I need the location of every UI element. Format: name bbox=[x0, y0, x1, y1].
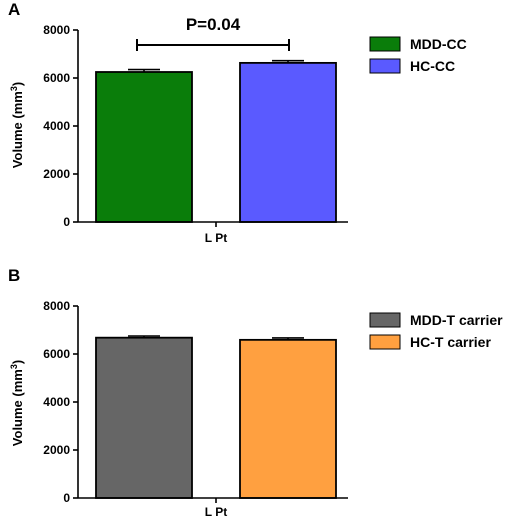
panel-b-y-tick-label: 8000 bbox=[43, 299, 70, 313]
panel-b-x-tick-label: L Pt bbox=[205, 505, 227, 519]
legend-label-hc-cc: HC-CC bbox=[410, 58, 455, 74]
panel-a-significance-bracket bbox=[136, 39, 290, 51]
legend-swatch-mdd-cc bbox=[369, 36, 401, 52]
panel-b-y-tick-label: 6000 bbox=[43, 347, 70, 361]
panel-a-y-axis-title: Volume (mm3) bbox=[9, 82, 25, 168]
panel-a-y-tick-label: 6000 bbox=[43, 71, 70, 85]
legend-label-hc-t-carrier: HC-T carrier bbox=[410, 334, 491, 350]
panel-b-y-tick-label: 2000 bbox=[43, 443, 70, 457]
panel-a-y-ticks: 0 2000 4000 6000 8000 bbox=[43, 23, 78, 229]
panel-a-legend: MDD-CC HC-CC bbox=[369, 36, 467, 74]
panel-b-y-tick-label: 4000 bbox=[43, 395, 70, 409]
legend-label-mdd-t-carrier: MDD-T carrier bbox=[410, 312, 503, 328]
legend-swatch-hc-t-carrier bbox=[369, 334, 401, 350]
panel-b-label: B bbox=[8, 266, 20, 285]
panel-a-x-tick-label: L Pt bbox=[205, 231, 227, 245]
legend-label-mdd-cc: MDD-CC bbox=[410, 36, 467, 52]
panel-a: A Volume (mm3) 0 2000 4000 6000 8000 L Pt P=… bbox=[8, 0, 467, 245]
error-bar-mdd-t-carrier bbox=[128, 335, 160, 338]
panel-a-y-tick-label: 8000 bbox=[43, 23, 70, 37]
bar-hc-cc bbox=[239, 61, 337, 223]
bar-mdd-t-carrier bbox=[95, 336, 193, 499]
legend-swatch-mdd-t-carrier bbox=[369, 312, 401, 328]
panel-a-p-value: P=0.04 bbox=[186, 15, 241, 34]
panel-b-legend: MDD-T carrier HC-T carrier bbox=[369, 312, 503, 350]
panel-a-y-tick-label: 2000 bbox=[43, 167, 70, 181]
error-bar-mdd-cc bbox=[128, 68, 160, 72]
legend-swatch-hc-cc bbox=[369, 58, 401, 74]
bar-hc-t-carrier bbox=[239, 338, 337, 499]
panel-a-y-tick-label: 4000 bbox=[43, 119, 70, 133]
panel-a-y-tick-label: 0 bbox=[63, 215, 70, 229]
panel-b-y-tick-label: 0 bbox=[63, 491, 70, 505]
panel-b-y-ticks: 0 2000 4000 6000 8000 bbox=[43, 299, 78, 505]
panel-b: B Volume (mm3) 0 2000 4000 6000 8000 L Pt MD… bbox=[8, 266, 503, 519]
panel-b-y-axis-title: Volume (mm3) bbox=[9, 360, 25, 446]
panel-a-bars bbox=[95, 59, 337, 223]
panel-b-bars bbox=[95, 335, 337, 499]
panel-a-label: A bbox=[8, 0, 20, 19]
error-bar-hc-cc bbox=[272, 59, 304, 63]
error-bar-hc-t-carrier bbox=[272, 337, 304, 340]
bar-mdd-cc bbox=[95, 71, 193, 223]
